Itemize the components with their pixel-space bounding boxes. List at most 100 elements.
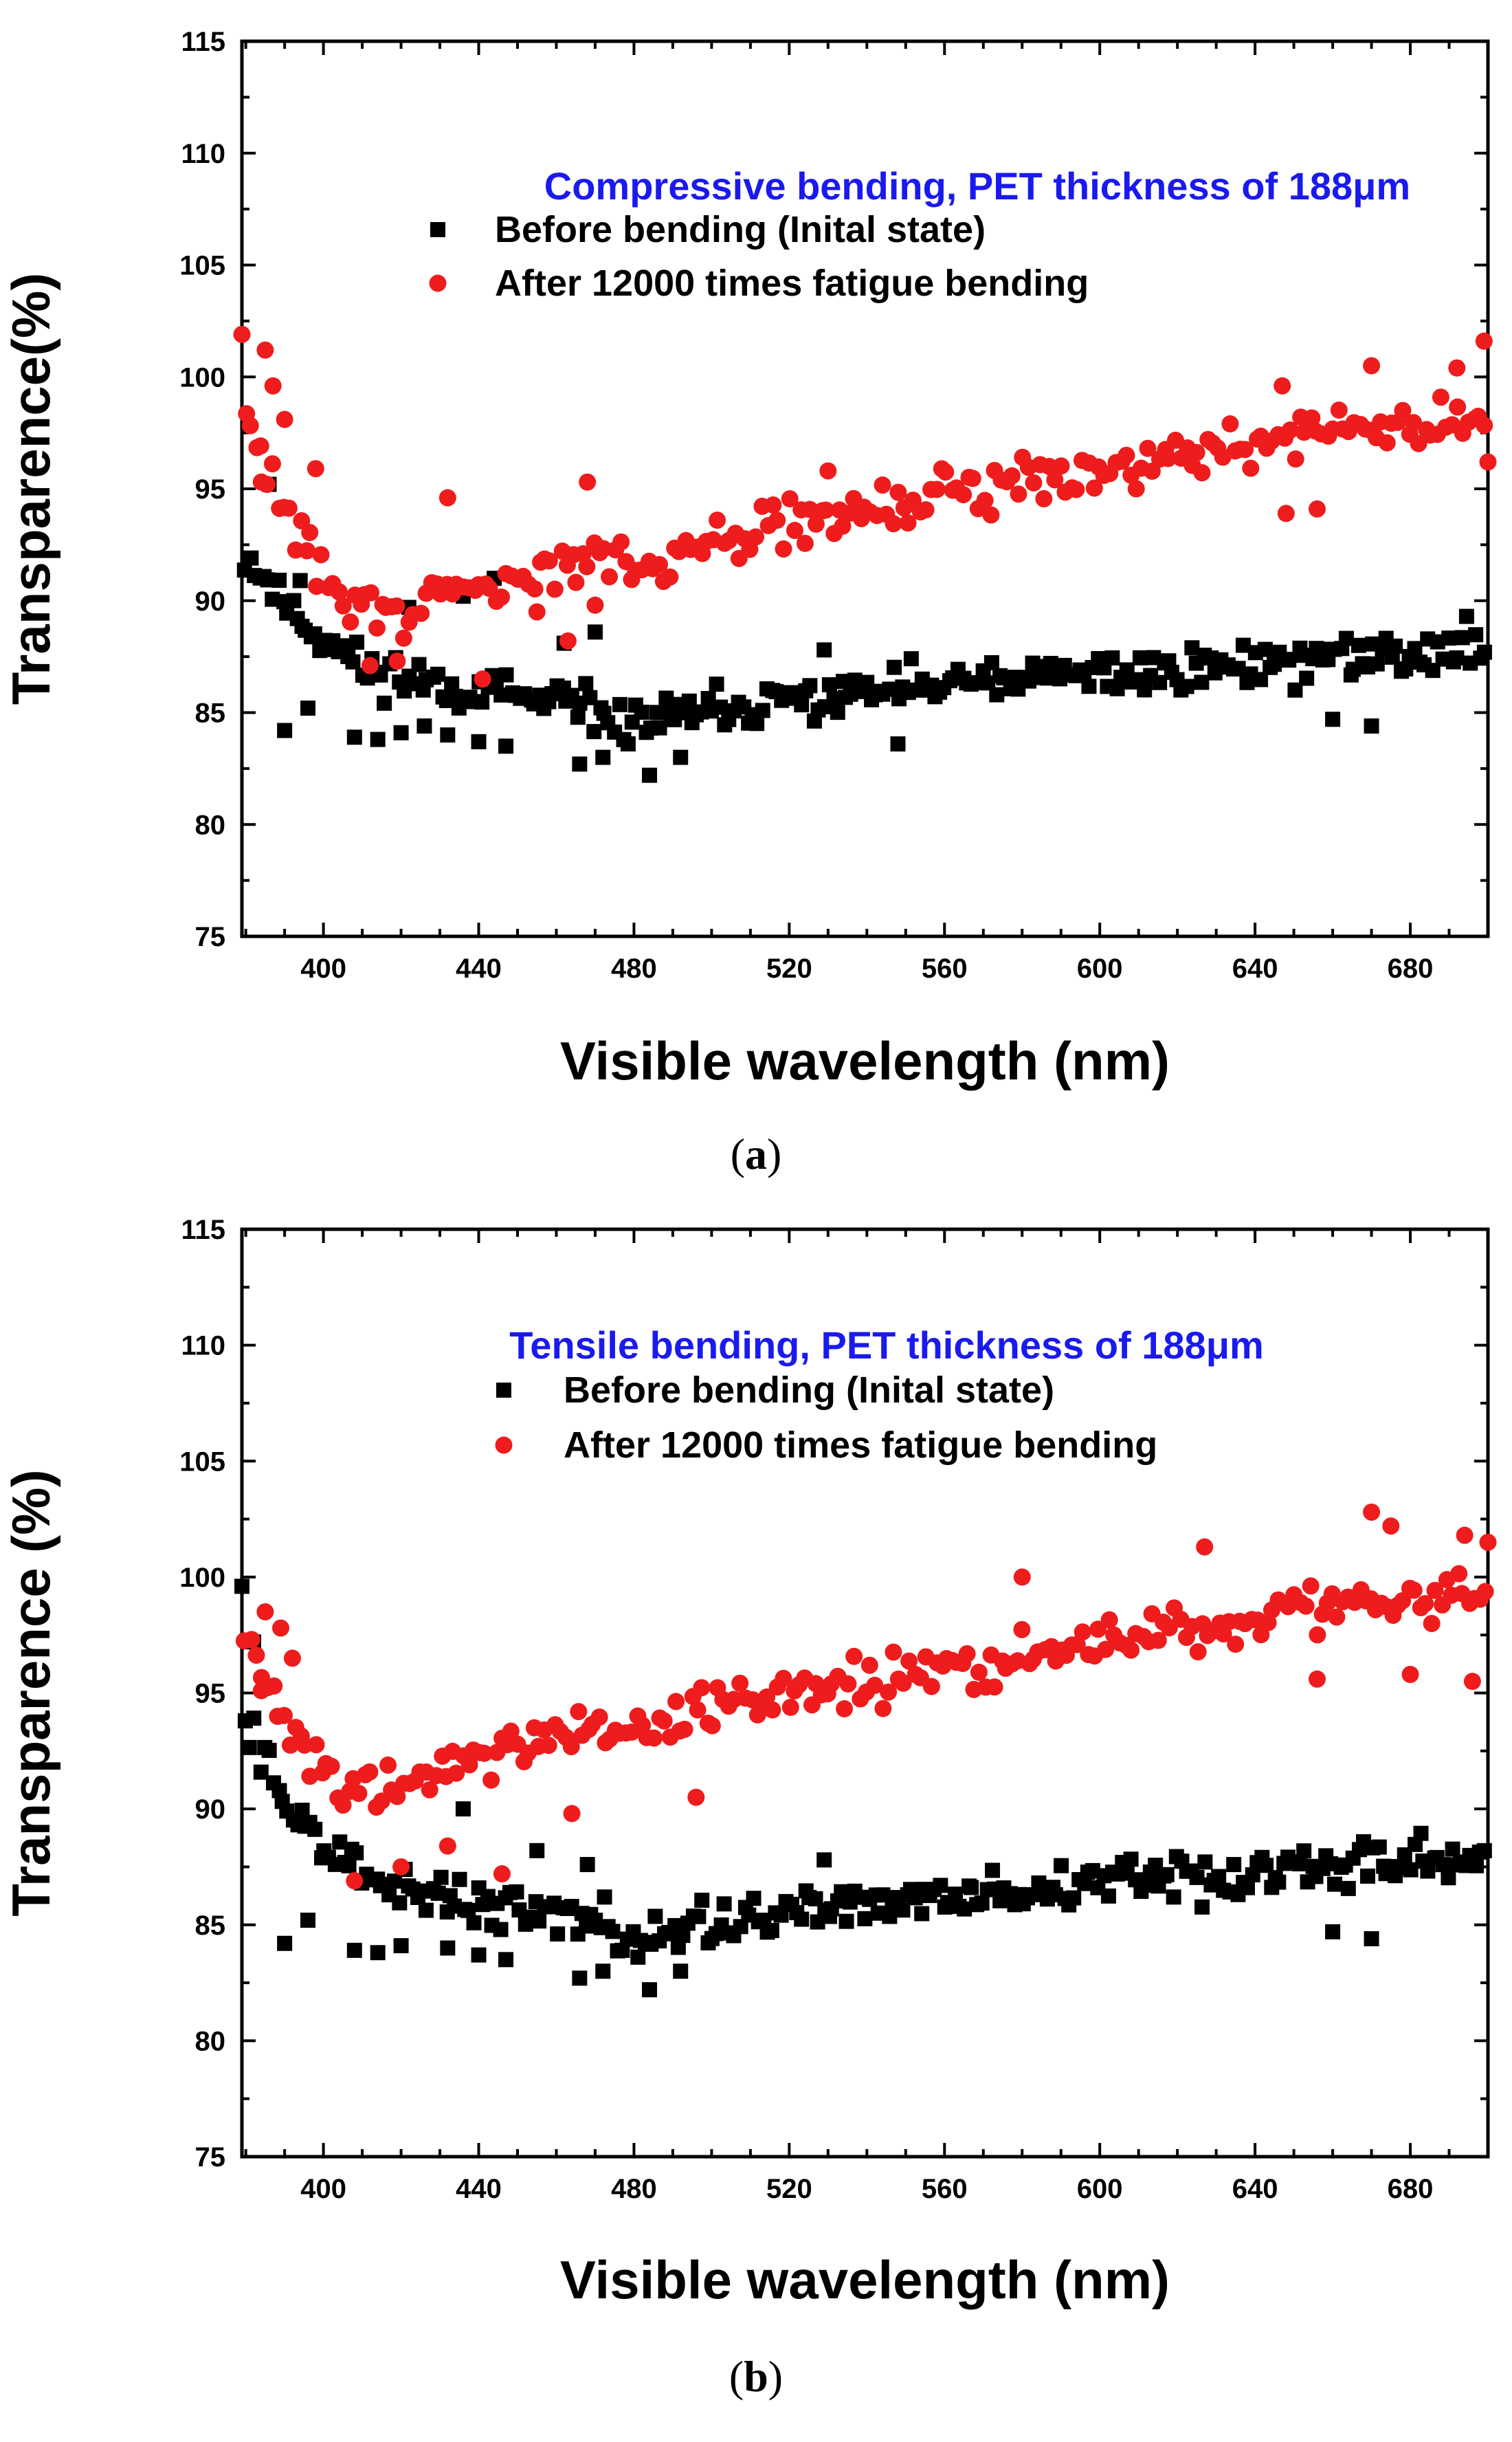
data-point bbox=[447, 1764, 465, 1782]
x-axis-title: Visible wavelength (nm) bbox=[560, 1031, 1170, 1091]
data-point bbox=[349, 635, 365, 650]
data-point bbox=[1338, 630, 1354, 646]
data-point bbox=[1458, 608, 1474, 624]
data-point bbox=[276, 410, 293, 428]
data-point bbox=[1476, 417, 1493, 434]
data-point bbox=[1074, 1623, 1091, 1641]
data-point bbox=[817, 501, 835, 519]
data-point bbox=[1235, 637, 1251, 653]
data-point bbox=[808, 1891, 823, 1906]
data-point bbox=[937, 463, 955, 481]
data-point bbox=[466, 1915, 482, 1930]
data-point bbox=[1035, 490, 1053, 507]
data-point bbox=[601, 568, 619, 586]
data-point bbox=[1359, 1868, 1375, 1884]
data-point bbox=[642, 1982, 658, 1998]
data-point bbox=[1325, 712, 1341, 727]
data-point bbox=[889, 483, 907, 501]
data-point bbox=[764, 1923, 779, 1939]
data-point bbox=[300, 700, 316, 716]
data-point bbox=[1159, 1867, 1175, 1882]
data-point bbox=[890, 736, 906, 752]
data-point bbox=[1468, 627, 1484, 643]
data-point bbox=[595, 1964, 611, 1979]
data-point bbox=[416, 718, 432, 734]
data-point bbox=[498, 1952, 514, 1968]
data-point bbox=[1456, 1526, 1474, 1544]
data-point bbox=[283, 1649, 301, 1667]
data-point bbox=[368, 619, 386, 637]
data-point bbox=[796, 534, 814, 552]
data-point bbox=[786, 522, 803, 540]
legend-label-before: Before bending (Inital state) bbox=[564, 1370, 1054, 1411]
data-point bbox=[298, 542, 316, 560]
data-point bbox=[620, 736, 636, 752]
legend: Before bending (Inital state) After 12000… bbox=[495, 1370, 1157, 1466]
data-point bbox=[830, 705, 845, 720]
data-point bbox=[1230, 661, 1246, 676]
data-point bbox=[263, 455, 281, 473]
data-point bbox=[1196, 1538, 1214, 1556]
data-point bbox=[1382, 1517, 1400, 1535]
data-point bbox=[964, 470, 981, 487]
x-tick-label: 560 bbox=[922, 2174, 968, 2204]
data-point bbox=[540, 552, 558, 570]
x-tick-label: 640 bbox=[1232, 2174, 1278, 2204]
data-point bbox=[980, 675, 996, 691]
data-point bbox=[493, 1922, 509, 1937]
data-point bbox=[860, 1656, 878, 1674]
data-point bbox=[681, 693, 697, 709]
data-point bbox=[361, 657, 379, 674]
data-point bbox=[958, 1644, 976, 1662]
data-point bbox=[1291, 1856, 1307, 1871]
data-point bbox=[691, 1908, 707, 1924]
y-tick-label: 100 bbox=[179, 1563, 225, 1593]
data-point bbox=[866, 1676, 884, 1694]
data-point bbox=[1274, 377, 1291, 395]
data-point bbox=[1340, 1880, 1356, 1896]
data-point bbox=[1003, 467, 1021, 485]
data-point bbox=[498, 667, 514, 683]
data-point bbox=[733, 1919, 748, 1935]
data-point bbox=[1449, 398, 1467, 416]
data-point bbox=[1445, 1841, 1460, 1857]
y-tick-label: 105 bbox=[179, 251, 225, 281]
data-point bbox=[955, 486, 972, 504]
data-point bbox=[781, 1698, 799, 1716]
data-point bbox=[689, 1701, 707, 1719]
x-tick-label: 600 bbox=[1077, 2174, 1123, 2204]
data-point bbox=[894, 1674, 912, 1692]
data-point bbox=[667, 1693, 685, 1710]
data-point bbox=[388, 652, 406, 670]
data-point bbox=[540, 1737, 557, 1754]
data-point bbox=[579, 1857, 595, 1873]
data-point bbox=[578, 676, 594, 692]
data-point bbox=[509, 1884, 524, 1900]
data-point bbox=[1122, 1641, 1140, 1659]
data-point bbox=[559, 632, 577, 650]
data-point bbox=[1052, 457, 1070, 475]
data-point bbox=[1308, 500, 1326, 518]
data-point bbox=[471, 1947, 487, 1963]
data-point bbox=[819, 462, 837, 480]
data-point bbox=[1227, 1636, 1245, 1653]
data-point bbox=[1405, 1581, 1423, 1599]
data-point bbox=[655, 1712, 673, 1730]
x-tick-label: 680 bbox=[1388, 2174, 1434, 2204]
data-point bbox=[1242, 459, 1260, 477]
data-point bbox=[307, 1821, 323, 1837]
data-point bbox=[647, 1908, 663, 1924]
data-point bbox=[746, 1891, 761, 1906]
data-point bbox=[474, 694, 490, 710]
data-point bbox=[645, 1729, 663, 1747]
data-point bbox=[694, 1892, 710, 1908]
data-point bbox=[650, 556, 668, 573]
data-point bbox=[1152, 674, 1168, 690]
data-point bbox=[885, 515, 902, 533]
data-point bbox=[875, 1887, 891, 1903]
data-point bbox=[1089, 1620, 1107, 1638]
y-axis-title: Transparence(%) bbox=[1, 273, 61, 705]
data-point bbox=[393, 725, 409, 740]
data-point bbox=[703, 1717, 721, 1735]
data-point bbox=[816, 642, 832, 658]
